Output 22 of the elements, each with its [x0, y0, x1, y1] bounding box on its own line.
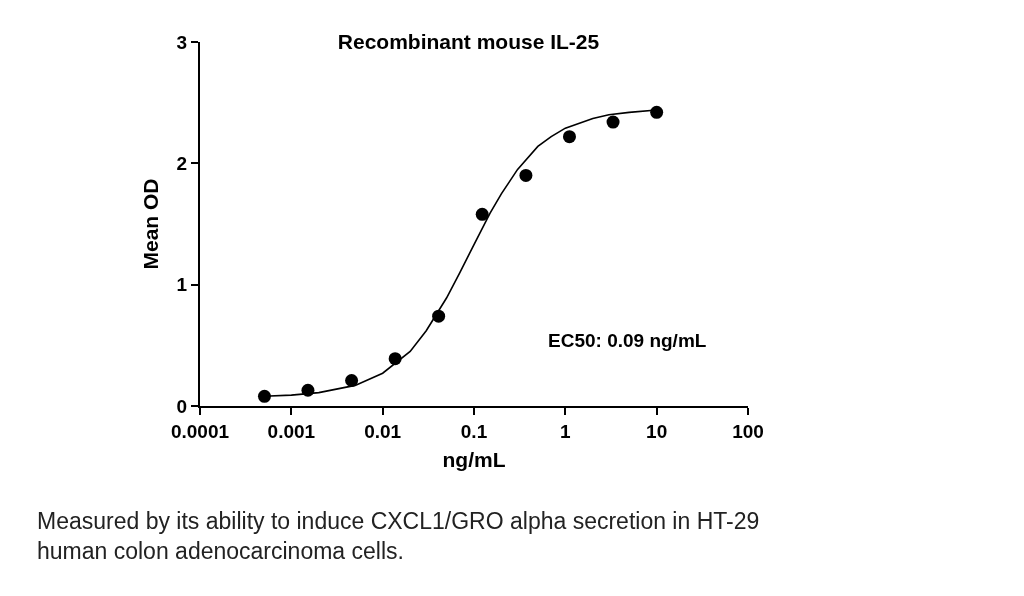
x-tick-label: 10 [646, 420, 668, 442]
annotation: EC50: 0.09 ng/mL [548, 330, 707, 351]
text: Measured by its ability to induce CXCL1/GRO alpha secretion in HT-29 human colon adenocarcinoma cells. [37, 508, 760, 564]
point [345, 374, 359, 388]
y-axis-title: Mean OD [139, 178, 163, 270]
point [650, 105, 664, 119]
point [475, 207, 489, 221]
x-tick-label: 100 [732, 420, 764, 442]
x-tick-label: 0.0001 [170, 420, 230, 442]
x-tick-label: 0.1 [460, 420, 488, 442]
point [606, 115, 620, 129]
x-tick-label: 0.01 [364, 420, 402, 442]
x-axis-title: ng/mL [442, 448, 506, 472]
y-tick-label: 3 [176, 31, 188, 53]
y-tick-label: 0 [176, 395, 188, 417]
y-tick-label: 1 [176, 274, 188, 296]
x-tick-label: 1 [560, 420, 572, 442]
point [562, 130, 576, 144]
x-tick-label: 0.001 [267, 420, 316, 442]
point [519, 168, 533, 182]
chart-title: Recombinant mouse IL-25 [337, 30, 600, 54]
y-tick-label: 2 [176, 152, 188, 174]
